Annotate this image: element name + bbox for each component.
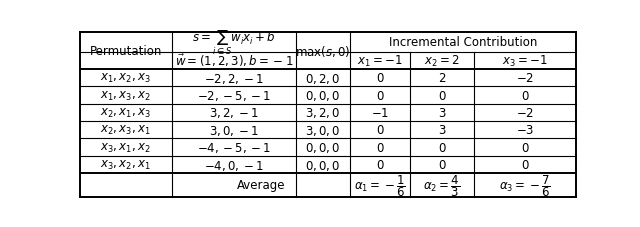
Text: $0, 0, 0$: $0, 0, 0$	[305, 158, 341, 172]
Text: $0$: $0$	[438, 158, 446, 171]
Text: $s = \sum_{i\in S} w_i x_i + b$: $s = \sum_{i\in S} w_i x_i + b$	[192, 28, 276, 57]
Text: $0, 0, 0$: $0, 0, 0$	[305, 141, 341, 154]
Text: $x_2, x_1, x_3$: $x_2, x_1, x_3$	[100, 106, 151, 119]
Text: $0$: $0$	[521, 158, 529, 171]
Text: $3, 2, 0$: $3, 2, 0$	[305, 106, 341, 120]
Text: $\alpha_2 = \dfrac{4}{3}$: $\alpha_2 = \dfrac{4}{3}$	[424, 172, 461, 198]
Text: $0$: $0$	[376, 72, 385, 85]
Text: $x_2 = 2$: $x_2 = 2$	[424, 54, 460, 69]
Text: $0, 2, 0$: $0, 2, 0$	[305, 71, 341, 85]
Text: $2$: $2$	[438, 72, 446, 85]
Text: $0$: $0$	[376, 89, 385, 102]
Text: $-2$: $-2$	[516, 106, 534, 119]
Text: $x_1 = \mathrm{-}1$: $x_1 = \mathrm{-}1$	[357, 54, 403, 69]
Text: $x_2, x_3, x_1$: $x_2, x_3, x_1$	[100, 124, 151, 137]
Text: $-2, 2, -1$: $-2, 2, -1$	[204, 71, 264, 85]
Text: Incremental Contribution: Incremental Contribution	[389, 36, 538, 49]
Text: $\max(s,0)$: $\max(s,0)$	[295, 44, 351, 59]
Text: $0$: $0$	[438, 89, 446, 102]
Text: $3$: $3$	[438, 106, 446, 119]
Text: $\alpha_1 = -\dfrac{1}{6}$: $\alpha_1 = -\dfrac{1}{6}$	[355, 172, 406, 198]
Text: $\alpha_3 = -\dfrac{7}{6}$: $\alpha_3 = -\dfrac{7}{6}$	[499, 172, 551, 198]
Text: $3$: $3$	[438, 124, 446, 137]
Text: $3, 0, 0$: $3, 0, 0$	[305, 123, 341, 137]
Text: $-2, -5, -1$: $-2, -5, -1$	[196, 89, 271, 103]
Text: $x_1, x_2, x_3$: $x_1, x_2, x_3$	[100, 72, 151, 85]
Text: $3, 0, -1$: $3, 0, -1$	[209, 123, 259, 137]
Text: $x_1, x_3, x_2$: $x_1, x_3, x_2$	[100, 89, 151, 102]
Text: $x_3 = \mathrm{-}1$: $x_3 = \mathrm{-}1$	[502, 54, 548, 69]
Text: $\vec{w} = (1,2,3), b=-1$: $\vec{w} = (1,2,3), b=-1$	[175, 53, 293, 69]
Text: $0$: $0$	[376, 158, 385, 171]
Text: Average: Average	[237, 179, 285, 192]
Text: $3, 2, -1$: $3, 2, -1$	[209, 106, 259, 120]
Text: Permutation: Permutation	[90, 44, 162, 58]
Text: $x_3, x_2, x_1$: $x_3, x_2, x_1$	[100, 158, 151, 171]
Text: $-4, 0, -1$: $-4, 0, -1$	[204, 158, 264, 172]
Text: $x_3, x_1, x_2$: $x_3, x_1, x_2$	[100, 141, 151, 154]
Text: $-1$: $-1$	[371, 106, 389, 119]
Text: $-3$: $-3$	[516, 124, 534, 137]
Text: $-4, -5, -1$: $-4, -5, -1$	[196, 141, 271, 154]
Text: $-2$: $-2$	[516, 72, 534, 85]
Text: $0$: $0$	[521, 89, 529, 102]
Text: $0$: $0$	[521, 141, 529, 154]
Text: $0, 0, 0$: $0, 0, 0$	[305, 89, 341, 103]
Text: $0$: $0$	[376, 141, 385, 154]
Text: $0$: $0$	[376, 124, 385, 137]
Text: $0$: $0$	[438, 141, 446, 154]
